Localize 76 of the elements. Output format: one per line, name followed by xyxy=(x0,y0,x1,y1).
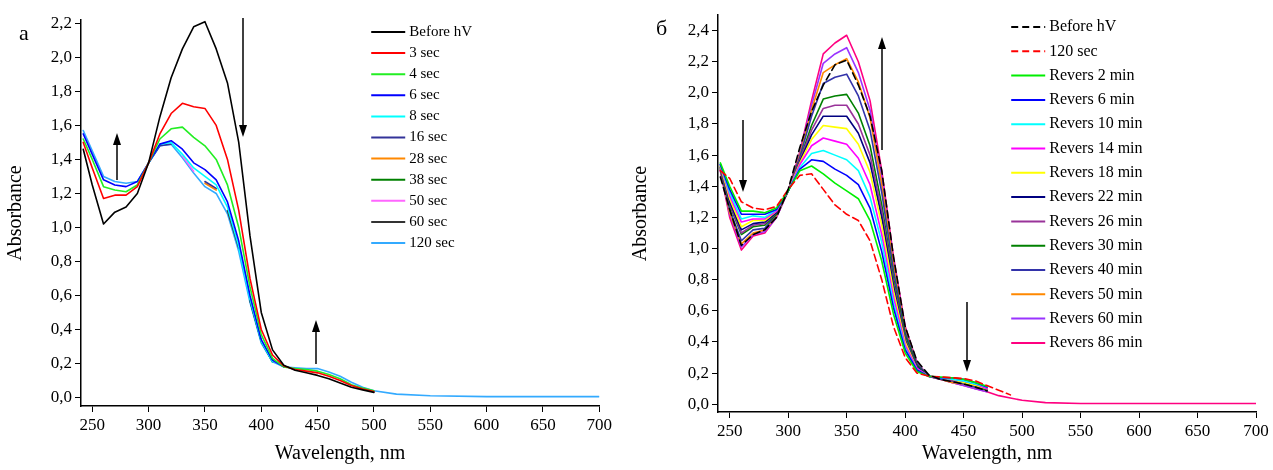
legend-label: Revers 14 min xyxy=(1049,138,1143,156)
x-tick-label: 350 xyxy=(192,414,218,434)
x-tick-label: 450 xyxy=(304,414,331,434)
y-tick-label: 1,4 xyxy=(687,175,710,195)
y-tick-label: 1,8 xyxy=(50,80,72,100)
y-tick-label: 2,4 xyxy=(687,20,710,40)
legend-label: Before hV xyxy=(1049,17,1117,35)
legend-label: Revers 30 min xyxy=(1049,235,1143,253)
y-tick-label: 0,4 xyxy=(687,331,710,351)
x-tick-label: 300 xyxy=(775,420,801,440)
y-axis-title: Absorbance xyxy=(3,165,26,261)
chart-title: а xyxy=(19,19,29,45)
legend-label: Revers 26 min xyxy=(1049,211,1143,229)
y-tick-label: 1,0 xyxy=(687,238,709,257)
legend-label: 6 sec xyxy=(409,86,440,103)
x-tick-label: 550 xyxy=(1067,420,1094,440)
y-tick-label: 1,2 xyxy=(50,182,72,202)
legend-label: Revers 2 min xyxy=(1049,65,1135,83)
chart-title: б xyxy=(656,14,668,40)
x-tick-label: 550 xyxy=(417,414,444,434)
x-axis-title: Wavelength, nm xyxy=(274,441,406,465)
y-axis-title: Absorbance xyxy=(628,165,651,262)
legend-label: Revers 10 min xyxy=(1049,114,1143,132)
y-tick-label: 0,4 xyxy=(50,318,73,338)
y-tick-label: 2,2 xyxy=(50,12,72,32)
y-tick-label: 0,6 xyxy=(50,284,72,304)
y-tick-label: 1,4 xyxy=(50,148,73,168)
y-tick-label: 2,2 xyxy=(687,51,709,71)
legend-label: Revers 86 min xyxy=(1049,333,1143,351)
y-tick-label: 1,8 xyxy=(687,113,709,133)
y-tick-label: 0,6 xyxy=(687,300,709,320)
legend-label: 60 sec xyxy=(409,212,448,229)
x-tick-label: 250 xyxy=(716,420,743,440)
legend-label: 28 sec xyxy=(409,149,448,166)
legend-label: 3 sec xyxy=(409,44,440,61)
x-tick-label: 250 xyxy=(79,414,106,434)
x-tick-label: 500 xyxy=(361,414,387,434)
y-tick-label: 0,0 xyxy=(50,386,72,406)
legend-label: 16 sec xyxy=(409,128,448,145)
legend-label: Revers 50 min xyxy=(1049,284,1143,302)
x-tick-label: 500 xyxy=(1009,420,1035,440)
y-tick-label: 0,8 xyxy=(50,250,72,270)
x-axis-title: Wavelength, nm xyxy=(921,441,1053,465)
legend-label: 8 sec xyxy=(409,107,440,124)
legend-label: Revers 22 min xyxy=(1049,187,1143,205)
x-tick-label: 600 xyxy=(473,414,500,434)
y-tick-label: 0,8 xyxy=(687,269,709,289)
x-tick-label: 300 xyxy=(135,414,162,434)
y-tick-label: 1,2 xyxy=(687,206,709,226)
y-tick-label: 1,0 xyxy=(50,216,72,236)
y-tick-label: 1,6 xyxy=(687,144,709,164)
x-tick-label: 650 xyxy=(530,414,556,434)
legend-label: 120 sec xyxy=(409,233,455,250)
x-tick-label: 350 xyxy=(833,420,860,440)
x-tick-label: 400 xyxy=(892,420,918,440)
y-tick-label: 0,2 xyxy=(50,352,72,372)
legend-label: 38 sec xyxy=(409,170,448,187)
y-tick-label: 2,0 xyxy=(687,82,709,102)
x-tick-label: 700 xyxy=(586,414,612,434)
legend-label: 50 sec xyxy=(409,191,448,208)
x-tick-label: 600 xyxy=(1126,420,1152,440)
x-tick-label: 650 xyxy=(1184,420,1211,440)
x-tick-label: 400 xyxy=(248,414,275,434)
y-tick-label: 2,0 xyxy=(50,46,72,66)
y-tick-label: 1,6 xyxy=(50,114,72,134)
legend-label: Revers 18 min xyxy=(1049,163,1143,180)
y-tick-label: 0,2 xyxy=(687,362,709,382)
legend-label: Revers 40 min xyxy=(1049,260,1143,278)
y-tick-label: 0,0 xyxy=(687,393,709,413)
legend-label: Revers 6 min xyxy=(1049,90,1135,108)
legend-label: 120 sec xyxy=(1049,41,1098,59)
x-tick-label: 700 xyxy=(1243,420,1269,440)
x-tick-label: 450 xyxy=(950,420,977,440)
legend-label: Revers 60 min xyxy=(1049,308,1143,326)
legend-label: Before hV xyxy=(409,22,473,39)
legend-label: 4 sec xyxy=(409,65,440,82)
